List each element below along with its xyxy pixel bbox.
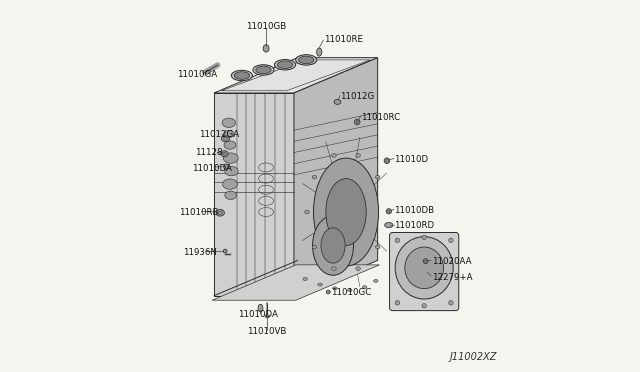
Ellipse shape: [405, 247, 444, 289]
Ellipse shape: [321, 228, 345, 263]
Polygon shape: [294, 58, 378, 296]
Ellipse shape: [221, 151, 228, 157]
Ellipse shape: [326, 179, 366, 246]
Text: 11010GC: 11010GC: [331, 288, 371, 297]
Text: 11010RE: 11010RE: [324, 35, 363, 44]
Text: 11020AA: 11020AA: [431, 257, 471, 266]
Ellipse shape: [376, 175, 380, 179]
Ellipse shape: [356, 121, 358, 124]
Ellipse shape: [312, 216, 353, 275]
Text: 11010GB: 11010GB: [246, 22, 286, 31]
Ellipse shape: [303, 278, 307, 280]
Ellipse shape: [223, 179, 237, 189]
Polygon shape: [212, 265, 380, 300]
Ellipse shape: [253, 65, 274, 75]
Ellipse shape: [422, 304, 426, 308]
Ellipse shape: [422, 235, 426, 240]
Ellipse shape: [223, 164, 229, 169]
Text: 11010DA: 11010DA: [191, 164, 232, 173]
Text: 11010VB: 11010VB: [248, 327, 287, 336]
Ellipse shape: [221, 136, 230, 142]
Ellipse shape: [263, 45, 269, 52]
Ellipse shape: [277, 61, 292, 68]
Ellipse shape: [296, 55, 317, 65]
Ellipse shape: [332, 267, 336, 270]
Text: 12279+A: 12279+A: [431, 273, 472, 282]
Ellipse shape: [356, 267, 360, 270]
Ellipse shape: [312, 245, 317, 249]
Ellipse shape: [333, 287, 337, 290]
Ellipse shape: [384, 158, 390, 164]
Ellipse shape: [312, 175, 317, 179]
Ellipse shape: [362, 286, 367, 289]
Ellipse shape: [234, 72, 250, 79]
Text: J11002XZ: J11002XZ: [449, 352, 497, 362]
Ellipse shape: [223, 130, 234, 138]
Ellipse shape: [395, 238, 399, 243]
Ellipse shape: [385, 222, 393, 228]
Ellipse shape: [223, 249, 227, 253]
Text: 11936N: 11936N: [184, 248, 218, 257]
Ellipse shape: [256, 66, 271, 74]
Ellipse shape: [449, 301, 453, 305]
Ellipse shape: [223, 153, 238, 163]
Ellipse shape: [395, 237, 453, 299]
Text: 11010DA: 11010DA: [238, 310, 278, 319]
Text: 11012G: 11012G: [340, 92, 374, 101]
Ellipse shape: [423, 259, 428, 264]
FancyBboxPatch shape: [390, 232, 459, 311]
Ellipse shape: [258, 304, 263, 312]
Ellipse shape: [449, 238, 453, 243]
Ellipse shape: [265, 315, 269, 318]
Ellipse shape: [225, 191, 237, 199]
Text: 11010RD: 11010RD: [394, 221, 435, 230]
Ellipse shape: [216, 209, 225, 216]
Ellipse shape: [334, 100, 341, 105]
Ellipse shape: [318, 283, 322, 286]
Text: 11012GA: 11012GA: [199, 130, 239, 139]
Ellipse shape: [386, 209, 392, 214]
Polygon shape: [214, 58, 378, 93]
Text: 11010DB: 11010DB: [394, 206, 435, 215]
Ellipse shape: [395, 301, 399, 305]
Text: 11128: 11128: [195, 148, 222, 157]
Text: 11010GA: 11010GA: [177, 70, 217, 79]
Text: 11010RB: 11010RB: [179, 208, 218, 217]
Ellipse shape: [299, 56, 314, 64]
Ellipse shape: [231, 70, 253, 81]
Ellipse shape: [355, 119, 360, 125]
Ellipse shape: [374, 279, 378, 282]
Ellipse shape: [376, 245, 380, 249]
Ellipse shape: [314, 158, 379, 266]
Text: 11010D: 11010D: [394, 155, 429, 164]
Ellipse shape: [224, 141, 236, 149]
Ellipse shape: [275, 60, 296, 70]
Text: 11010RC: 11010RC: [361, 113, 400, 122]
Polygon shape: [214, 93, 294, 296]
Ellipse shape: [225, 166, 238, 176]
Ellipse shape: [305, 210, 309, 214]
Ellipse shape: [222, 118, 236, 128]
Ellipse shape: [317, 48, 322, 56]
Ellipse shape: [356, 154, 360, 157]
Ellipse shape: [326, 290, 330, 294]
Ellipse shape: [332, 154, 336, 157]
Ellipse shape: [348, 289, 352, 292]
